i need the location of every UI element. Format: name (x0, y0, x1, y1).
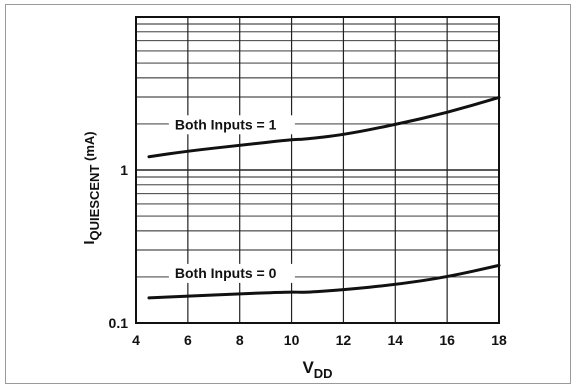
chart-frame: Both Inputs = 1 Both Inputs = 0 4 6 8 10 12 14… (5, 4, 571, 384)
grid-lines (135, 17, 500, 324)
series-line-1 (147, 95, 501, 159)
x-axis-label: VDD (302, 358, 332, 381)
series-labels: Both Inputs = 1 Both Inputs = 0 (168, 115, 295, 283)
axis-titles: VDD IQUIESCENT (mA) (81, 131, 333, 381)
series-label-bg (168, 263, 295, 283)
series-line-2 (147, 263, 501, 300)
quiescent-current-chart: Both Inputs = 1 Both Inputs = 0 4 6 8 10 12 14… (81, 16, 507, 381)
y-tick-label: 1 (120, 162, 128, 178)
plot-border (135, 16, 500, 324)
tick-labels: 4 6 8 10 12 14 16 18 0.1 1 (109, 162, 507, 348)
y-axis-label: IQUIESCENT (mA) (81, 131, 102, 244)
data-curves (147, 95, 501, 300)
series-label-2: Both Inputs = 0 (175, 265, 277, 281)
x-tick-label: 18 (491, 332, 507, 348)
y-tick-label: 0.1 (109, 315, 129, 331)
x-tick-label: 8 (236, 332, 244, 348)
x-tick-label: 10 (284, 332, 300, 348)
x-tick-label: 14 (387, 332, 403, 348)
series-label-bg (168, 115, 295, 135)
x-tick-label: 6 (184, 332, 192, 348)
series-label-1: Both Inputs = 1 (175, 116, 277, 132)
x-tick-label: 16 (439, 332, 455, 348)
x-tick-label: 4 (132, 332, 140, 348)
x-tick-label: 12 (336, 332, 352, 348)
